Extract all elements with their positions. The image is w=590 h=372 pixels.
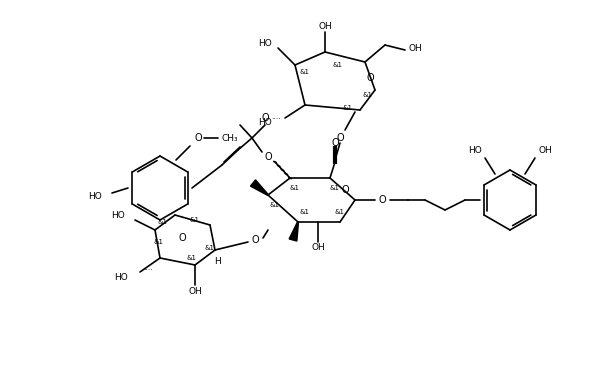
Text: CH₃: CH₃ <box>222 134 238 142</box>
Text: O: O <box>178 233 186 243</box>
Text: O: O <box>251 235 259 245</box>
Text: O: O <box>378 195 386 205</box>
Text: &1: &1 <box>158 219 168 225</box>
Text: O: O <box>194 133 202 143</box>
Text: OH: OH <box>408 44 422 52</box>
Text: O: O <box>261 113 269 123</box>
Polygon shape <box>251 180 268 195</box>
Text: &1: &1 <box>363 92 373 98</box>
Text: &1: &1 <box>205 245 215 251</box>
Text: &1: &1 <box>153 239 163 245</box>
Text: HO: HO <box>258 118 272 126</box>
Text: HO: HO <box>112 211 125 219</box>
Text: O: O <box>336 133 344 143</box>
Text: H: H <box>215 257 221 266</box>
Text: HO: HO <box>468 145 482 154</box>
Text: OH: OH <box>311 244 325 253</box>
Text: &1: &1 <box>290 185 300 191</box>
Text: ....: .... <box>271 112 281 121</box>
Text: &1: &1 <box>190 217 200 223</box>
Text: &1: &1 <box>333 62 343 68</box>
Text: &1: &1 <box>335 209 345 215</box>
Text: &1: &1 <box>343 105 353 111</box>
Text: HO: HO <box>114 273 128 282</box>
Polygon shape <box>289 222 299 241</box>
Text: &1: &1 <box>187 255 197 261</box>
Text: OH: OH <box>188 286 202 295</box>
Text: O: O <box>341 185 349 195</box>
Text: ....: .... <box>143 263 153 273</box>
Text: HO: HO <box>258 38 272 48</box>
Text: &1: &1 <box>300 209 310 215</box>
Text: &1: &1 <box>270 202 280 208</box>
Text: OH: OH <box>538 145 552 154</box>
Text: HO: HO <box>88 192 102 201</box>
Text: O: O <box>331 138 339 148</box>
Text: O: O <box>366 73 374 83</box>
Text: &1: &1 <box>300 69 310 75</box>
Text: O: O <box>264 152 272 162</box>
Text: OH: OH <box>318 22 332 31</box>
Text: &1: &1 <box>330 185 340 191</box>
